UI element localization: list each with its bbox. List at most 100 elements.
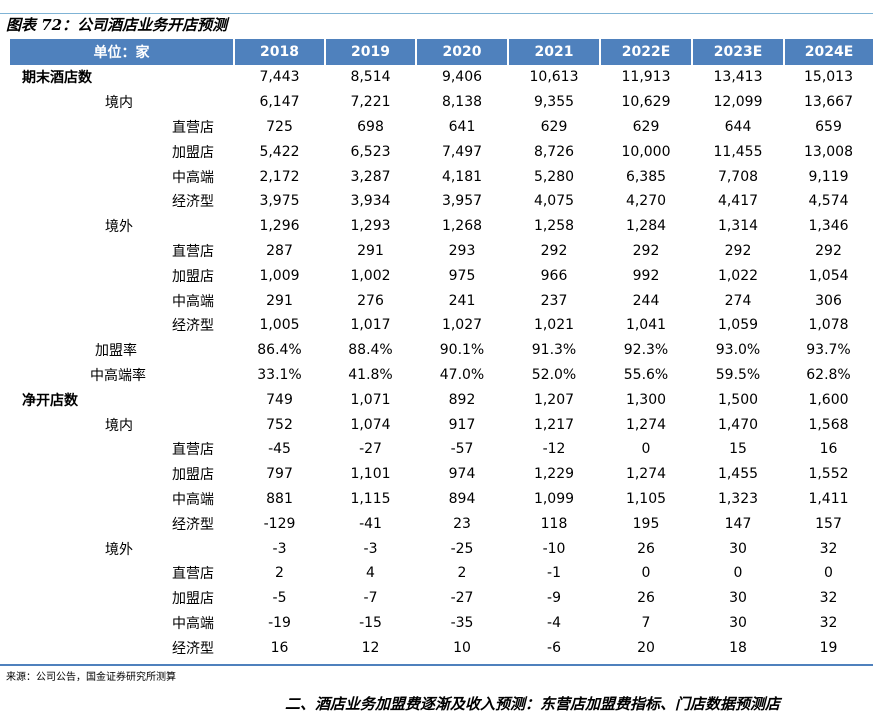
table-cell: -45 [268,441,291,458]
table-cell: -7 [363,590,378,607]
row-label: 中高端 [172,293,214,310]
table-cell: 1,022 [717,267,759,284]
table-cell: 93.7% [806,342,851,359]
hotel-forecast-table: 单位：家 2018 2019 2020 2021 2022E 2023E 2024E 期末酒店… [10,39,873,660]
table-cell: 18 [729,639,747,656]
table-cell: 1,071 [350,391,391,408]
table-cell: 3,957 [441,193,483,210]
table-cell: 9,406 [441,69,483,86]
table-row: 直营店 -45 -27 -57 -12 0 15 16 [10,437,873,462]
table-cell: 93.0% [715,342,761,359]
table-cell: 12 [361,639,380,656]
row-label: 中高端 [172,169,214,186]
table-cell: 1,229 [533,466,575,483]
table-cell: 1,005 [259,317,300,334]
table-cell: 0 [641,565,651,582]
table-cell: 659 [815,118,842,135]
table-cell: 881 [266,490,293,507]
table-cell: 59.5% [715,366,761,383]
table-row: 加盟店 -5 -7 -27 -9 26 30 32 [10,586,873,611]
table-cell: -5 [272,590,287,607]
forecast-table-container: 单位：家 2018 2019 2020 2021 2022E 2023E 2024E 期末酒店… [10,39,873,660]
table-row: 净开店数 749 1,071 892 1,207 1,300 1,500 1,600 [10,387,873,412]
table-cell: 6,147 [259,94,300,111]
header-unit: 单位：家 [10,39,235,65]
table-cell: 1,002 [350,267,391,284]
table-cell: 6,523 [350,143,391,160]
table-cell: 4,574 [808,193,849,210]
row-label: 加盟店 [172,467,214,484]
table-cell: 292 [540,242,568,259]
table-cell: -3 [363,540,378,557]
header-year: 2020 [416,39,509,65]
table-row: 境外 1,296 1,293 1,268 1,258 1,284 1,314 1,346 [10,214,873,239]
table-cell: 157 [815,515,842,532]
table-cell: -1 [547,565,561,582]
table-cell: 30 [729,540,747,557]
table-cell: 26 [637,590,655,607]
figure-title: 图表 72：公司酒店业务开店预测 [6,16,228,34]
table-cell: 1,258 [533,218,575,235]
table-cell: 7 [641,614,651,631]
table-row: 直营店 287 291 293 292 292 292 292 [10,239,873,264]
table-cell: -12 [542,441,566,458]
table-cell: 291 [266,292,293,309]
table-cell: 6,385 [625,168,667,185]
table-cell: -57 [450,441,474,458]
row-label: 加盟店 [172,591,214,608]
table-cell: 9,355 [533,94,575,111]
table-cell: 292 [632,242,660,259]
table-row: 中高端率 33.1% 41.8% 47.0% 52.0% 55.6% 59.5% 62.8% [10,363,873,388]
table-cell: 88.4% [348,342,393,359]
table-cell: 5,280 [533,168,575,185]
table-cell: 13,667 [804,94,853,111]
table-cell: -27 [359,441,382,458]
table-cell: 62.8% [806,366,851,383]
table-cell: 30 [729,590,747,607]
table-cell: 1,217 [533,416,575,433]
table-cell: -27 [450,590,474,607]
table-cell: 1,017 [350,317,391,334]
table-cell: 4,181 [441,168,483,185]
table-cell: 0 [641,441,651,458]
table-cell: 1,059 [717,317,759,334]
table-cell: 1,105 [625,490,667,507]
table-cell: 244 [632,292,660,309]
table-cell: 10,613 [529,69,579,86]
table-cell: 91.3% [531,342,577,359]
table-cell: 23 [453,515,471,532]
table-cell: 7,497 [441,143,483,160]
table-cell: 16 [270,639,289,656]
table-cell: 1,101 [350,466,391,483]
table-bottom-divider [0,664,873,666]
table-cell: -9 [547,590,561,607]
header-year: 2021 [508,39,601,65]
table-cell: 1,027 [441,317,483,334]
table-cell: 1,207 [533,391,575,408]
table-row: 经济型 -129 -41 23 118 195 147 157 [10,511,873,536]
table-cell: 892 [448,391,476,408]
row-label: 中高端 [172,491,214,508]
table-row: 经济型 3,975 3,934 3,957 4,075 4,270 4,417 4,574 [10,189,873,214]
table-cell: 292 [724,242,752,259]
table-cell: 3,934 [350,193,391,210]
table-cell: -6 [547,639,561,656]
table-cell: 629 [540,118,568,135]
table-cell: 698 [357,118,384,135]
table-row: 经济型 1,005 1,017 1,027 1,021 1,041 1,059 1,078 [10,313,873,338]
row-label: 中高端率 [90,367,146,384]
row-label: 经济型 [172,318,214,335]
table-cell: 1,300 [625,391,667,408]
table-row: 加盟店 797 1,101 974 1,229 1,274 1,455 1,552 [10,462,873,487]
table-cell: 16 [819,441,838,458]
table-row: 加盟店 1,009 1,002 975 966 992 1,022 1,054 [10,263,873,288]
header-year: 2024E [804,44,854,60]
table-cell: 749 [266,391,293,408]
table-cell: 92.3% [623,342,669,359]
table-cell: 32 [819,614,838,631]
table-cell: 4,075 [533,193,575,210]
table-cell: -25 [450,540,474,557]
table-cell: 917 [448,416,476,433]
table-cell: 52.0% [531,366,577,383]
table-cell: 32 [819,540,838,557]
